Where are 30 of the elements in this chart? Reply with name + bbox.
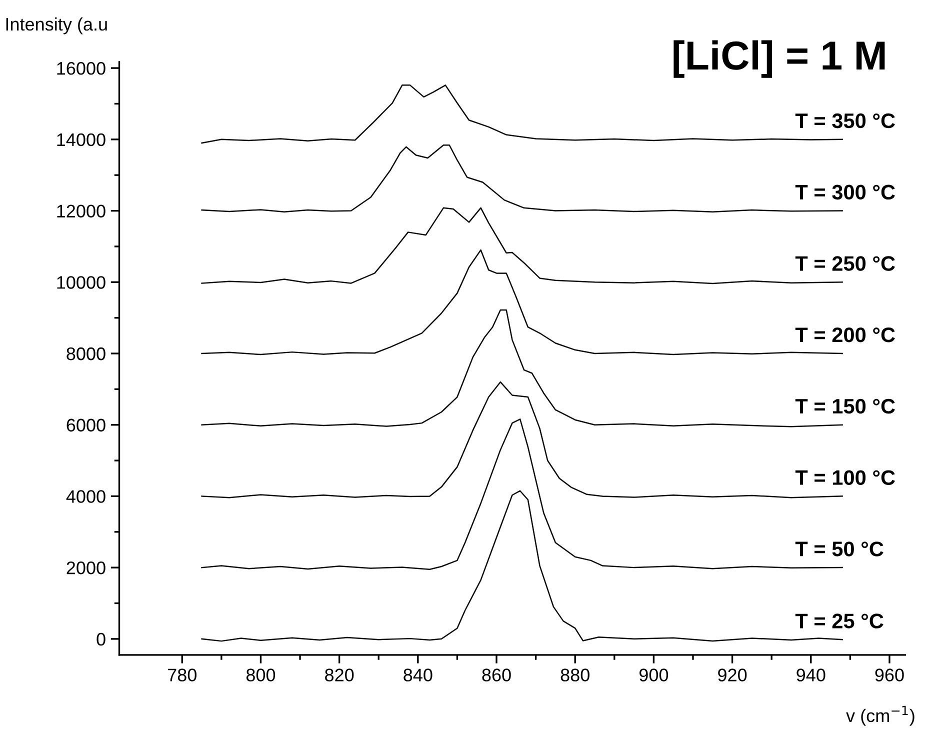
series-label: T = 300 °C [795, 184, 895, 200]
series-label: T = 250 °C [795, 256, 895, 271]
y-tick-label: 16000 [57, 62, 106, 75]
series-label: T = 100 °C [795, 470, 895, 485]
x-tick-label: 940 [796, 668, 826, 682]
series-label: T = 150 °C [795, 398, 895, 414]
y-tick-label: 6000 [66, 418, 106, 432]
y-tick-label: 2000 [66, 561, 106, 574]
series-label: T = 50 °C [795, 542, 884, 556]
x-tick-label: 800 [246, 668, 276, 682]
series-label: T = 25 °C [795, 614, 884, 628]
x-tick-label: 780 [168, 668, 196, 682]
x-tick-label: 900 [639, 668, 668, 682]
y-axis-title: Intensity (a.u [6, 17, 107, 34]
x-tick-label: 920 [718, 668, 747, 682]
series-label: T = 350 °C [795, 113, 895, 128]
x-tick-label: 880 [560, 668, 590, 682]
y-tick-label: 14000 [57, 133, 106, 146]
x-axis-title: v (cm$^{−1}$) [846, 706, 914, 726]
x-tick-label: 860 [482, 668, 511, 682]
y-tick-label: 0 [96, 632, 106, 646]
y-tick-label: 12000 [57, 204, 106, 218]
chart-title: [LiCl] = 1 M [674, 40, 885, 78]
series-label: T = 200 °C [795, 328, 895, 342]
x-tick-label: 840 [404, 668, 432, 682]
y-tick-label: 8000 [66, 347, 106, 360]
x-tick-label: 960 [875, 668, 904, 682]
y-tick-label: 10000 [57, 276, 106, 289]
y-tick-label: 4000 [66, 490, 106, 503]
x-tick-label: 820 [325, 668, 354, 682]
